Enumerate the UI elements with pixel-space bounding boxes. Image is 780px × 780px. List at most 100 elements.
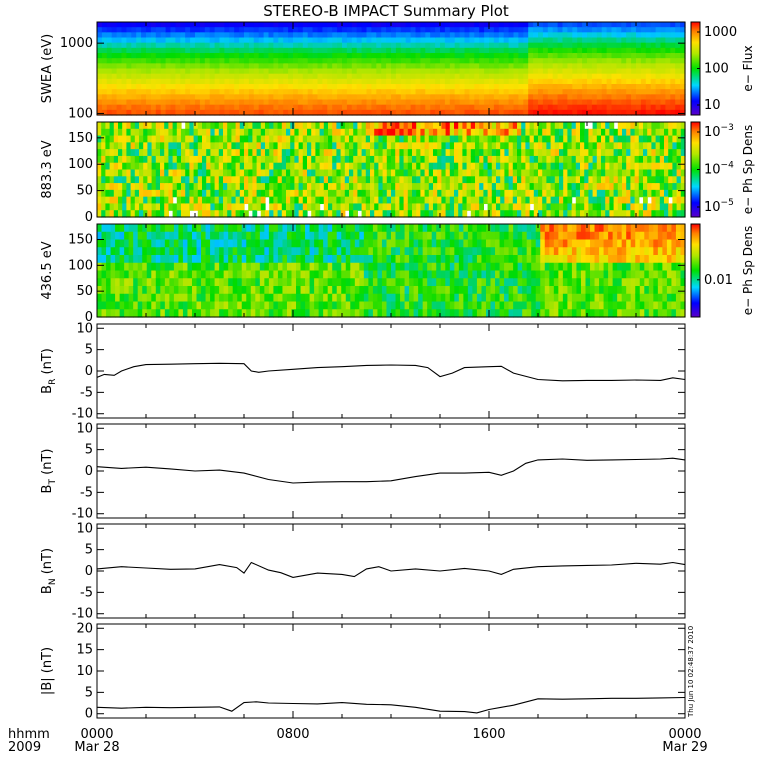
- heatmap-cell: [403, 128, 409, 137]
- heatmap-cell: [231, 176, 237, 184]
- heatmap-cell: [437, 189, 442, 198]
- heatmap-cell: [368, 309, 374, 318]
- heatmap-cell: [128, 231, 134, 241]
- heatmap-cell: [459, 27, 466, 33]
- heatmap-cell: [235, 189, 241, 198]
- heatmap-cell: [328, 142, 333, 150]
- heatmap-cell: [571, 183, 577, 191]
- heatmap-cell: [525, 155, 531, 164]
- heatmap-cell: [307, 32, 314, 39]
- heatmap-cell: [424, 203, 430, 211]
- heatmap-cell: [180, 27, 186, 33]
- heatmap-cell: [454, 128, 459, 137]
- heatmap-cell: [655, 149, 661, 157]
- heatmap-cell: [655, 99, 662, 106]
- heatmap-cell: [136, 42, 142, 49]
- heatmap-cell: [332, 73, 338, 80]
- heatmap-cell: [151, 210, 157, 218]
- heatmap-cell: [361, 149, 367, 157]
- heatmap-cell: [311, 176, 316, 184]
- heatmap-cell: [312, 47, 319, 54]
- heatmap-cell: [139, 162, 144, 171]
- heatmap-cell: [193, 169, 199, 177]
- heatmap-cell: [487, 203, 493, 211]
- heatmap-cell: [227, 149, 232, 157]
- heatmap-cell: [106, 27, 113, 33]
- heatmap-cell: [474, 94, 480, 101]
- heatmap-cell: [214, 231, 220, 241]
- heatmap-cell: [538, 169, 543, 177]
- heatmap-cell: [462, 183, 468, 191]
- heatmap-cell: [420, 155, 426, 164]
- heatmap-cell: [315, 142, 321, 150]
- heatmap-cell: [291, 293, 297, 303]
- heatmap-cell: [201, 301, 207, 310]
- heatmap-cell: [567, 58, 573, 64]
- heatmap-cell: [444, 27, 451, 33]
- heatmap-cell: [101, 73, 108, 80]
- heatmap-cell: [431, 286, 437, 295]
- heatmap-cell: [636, 47, 642, 54]
- heatmap-cell: [353, 128, 358, 137]
- heatmap-cell: [142, 247, 148, 256]
- heatmap-cell: [109, 149, 115, 157]
- heatmap-cell: [223, 142, 228, 150]
- heatmap-cell: [131, 94, 137, 101]
- heatmap-cell: [202, 189, 207, 198]
- heatmap-cell: [210, 128, 216, 137]
- heatmap-cell: [168, 122, 174, 130]
- heatmap-cell: [345, 255, 351, 264]
- heatmap-cell: [224, 32, 230, 39]
- heatmap-cell: [518, 58, 524, 64]
- heatmap-cell: [341, 224, 347, 233]
- heatmap-cell: [395, 262, 401, 272]
- heatmap-cell: [503, 109, 510, 116]
- heatmap-cell: [239, 109, 245, 116]
- heatmap-cell: [106, 224, 112, 233]
- heatmap-cell: [512, 183, 518, 191]
- heatmap-cell: [353, 162, 358, 171]
- heatmap-cell: [181, 210, 186, 218]
- heatmap-cell: [111, 73, 118, 80]
- heatmap-cell: [122, 203, 127, 211]
- heatmap-cell: [298, 203, 304, 211]
- heatmap-cell: [283, 42, 289, 49]
- heatmap-cell: [190, 42, 196, 49]
- heatmap-cell: [252, 128, 258, 137]
- heatmap-cell: [563, 169, 568, 177]
- heatmap-cell: [227, 169, 232, 177]
- heatmap-cell: [101, 183, 106, 191]
- heatmap-cell: [128, 255, 134, 264]
- plot-title: STEREO-B IMPACT Summary Plot: [263, 2, 509, 20]
- heatmap-cell: [386, 73, 392, 80]
- heatmap-cell: [151, 224, 157, 233]
- heatmap-cell: [151, 262, 157, 272]
- heatmap-cell: [126, 128, 132, 137]
- heatmap-cell: [418, 255, 424, 264]
- heatmap-cell: [315, 176, 321, 184]
- heatmap-cell: [449, 22, 456, 28]
- heatmap-cell: [323, 286, 329, 295]
- heatmap-cell: [307, 104, 314, 111]
- heatmap-cell: [660, 47, 666, 54]
- heatmap-cell: [278, 63, 284, 70]
- heatmap-cell: [424, 189, 430, 198]
- heatmap-cell: [288, 63, 294, 70]
- heatmap-cell: [170, 73, 176, 80]
- heatmap-cell: [131, 73, 137, 80]
- heatmap-cell: [474, 84, 480, 90]
- heatmap-cell: [253, 63, 260, 70]
- heatmap-cell: [580, 183, 585, 191]
- heatmap-cell: [160, 63, 167, 70]
- heatmap-cell: [97, 109, 103, 116]
- heatmap-cell: [622, 162, 627, 171]
- heatmap-cell: [124, 247, 130, 256]
- heatmap-cell: [665, 32, 671, 39]
- heatmap-cell: [445, 196, 451, 205]
- heatmap-cell: [151, 203, 157, 211]
- heatmap-cell: [503, 53, 510, 59]
- heatmap-cell: [332, 27, 338, 33]
- heatmap-cell: [655, 78, 662, 85]
- heatmap-cell: [353, 189, 358, 198]
- heatmap-cell: [381, 301, 388, 310]
